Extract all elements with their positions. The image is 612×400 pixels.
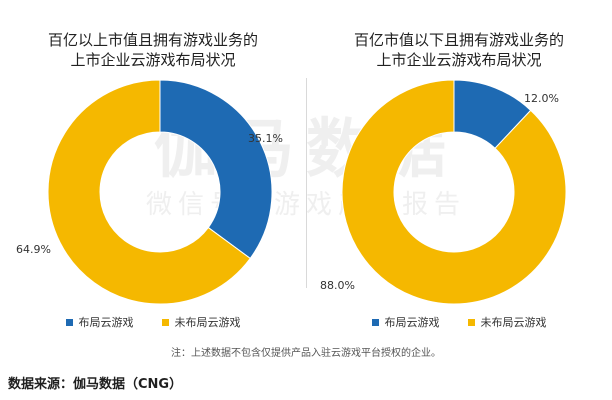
- legend-swatch-cloud: [65, 318, 73, 326]
- data-label-cloud: 12.0%: [524, 92, 559, 105]
- legend-item-cloud: 布局云游戏: [65, 314, 134, 330]
- legend-swatch-cloud: [371, 318, 379, 326]
- legend-label-no-cloud: 未布局云游戏: [480, 316, 547, 329]
- data-label-no-cloud: 64.9%: [16, 243, 51, 256]
- chart-title-left: 百亿以上市值且拥有游戏业务的 上市企业云游戏布局状况: [0, 30, 306, 70]
- legend-left: 布局云游戏 未布局云游戏: [0, 314, 306, 330]
- slice-no-cloud: [341, 79, 567, 305]
- data-label-cloud: 35.1%: [248, 132, 283, 145]
- legend-item-no-cloud: 未布局云游戏: [467, 314, 547, 330]
- legend-label-cloud: 布局云游戏: [384, 316, 440, 329]
- chart-panel-left: 百亿以上市值且拥有游戏业务的 上市企业云游戏布局状况 35.1% 64.9% 布局…: [0, 0, 306, 345]
- slice-no-cloud: [47, 79, 251, 305]
- legend-item-cloud: 布局云游戏: [371, 314, 440, 330]
- legend-swatch-no-cloud: [161, 318, 169, 326]
- legend-label-no-cloud: 未布局云游戏: [174, 316, 241, 329]
- legend-label-cloud: 布局云游戏: [78, 316, 134, 329]
- chart-title-line: 上市企业云游戏布局状况: [70, 51, 236, 69]
- donut-chart-left: 35.1% 64.9%: [16, 79, 283, 305]
- legend-item-no-cloud: 未布局云游戏: [161, 314, 241, 330]
- legend-right: 布局云游戏 未布局云游戏: [306, 314, 612, 330]
- chart-title-line: 上市企业云游戏布局状况: [376, 51, 542, 69]
- data-source: 数据来源：伽马数据（CNG）: [8, 377, 183, 392]
- legend-swatch-no-cloud: [467, 318, 475, 326]
- footnote: 注：上述数据不包含仅提供产品入驻云游戏平台授权的企业。: [171, 348, 441, 359]
- chart-title-line: 百亿市值以下且拥有游戏业务的: [353, 31, 564, 49]
- chart-panel-right: 百亿市值以下且拥有游戏业务的 上市企业云游戏布局状况 12.0% 88.0% 布局…: [306, 0, 612, 345]
- chart-title-right: 百亿市值以下且拥有游戏业务的 上市企业云游戏布局状况: [306, 30, 612, 70]
- data-label-no-cloud: 88.0%: [320, 279, 355, 292]
- donut-chart-right: 12.0% 88.0%: [320, 79, 567, 305]
- chart-title-line: 百亿以上市值且拥有游戏业务的: [47, 31, 258, 49]
- panel-divider: [306, 78, 307, 288]
- slice-cloud: [159, 79, 273, 260]
